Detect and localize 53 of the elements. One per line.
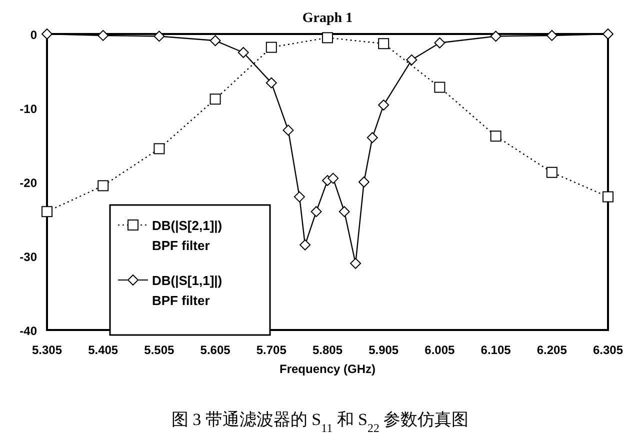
y-tick-label: -20 — [20, 176, 38, 190]
point — [282, 124, 294, 136]
point — [490, 30, 502, 42]
point — [434, 37, 446, 48]
point — [358, 176, 370, 188]
point — [266, 77, 277, 88]
x-axis-title: Frequency (GHz) — [279, 362, 376, 376]
legend-label: DB(|S[1,1]|) BPF filter — [152, 273, 222, 308]
x-tick-label: 5.805 — [312, 343, 343, 357]
point — [300, 239, 311, 250]
point — [406, 54, 418, 66]
point — [266, 42, 277, 53]
chart-title: Graph 1 — [302, 11, 353, 26]
point — [434, 82, 446, 93]
point — [154, 30, 165, 42]
y-tick-label: 0 — [30, 28, 38, 42]
point — [602, 28, 614, 40]
point — [350, 258, 362, 269]
x-tick-label: 5.405 — [88, 343, 118, 357]
x-tick-label: 5.305 — [32, 343, 62, 357]
point — [338, 206, 350, 218]
point — [378, 100, 390, 111]
point — [238, 47, 249, 58]
point — [546, 30, 558, 41]
point — [490, 130, 502, 142]
point — [310, 206, 322, 218]
x-tick-label: 6.205 — [536, 343, 568, 357]
point — [546, 166, 558, 178]
point — [42, 28, 52, 40]
y-tick-label: -10 — [20, 102, 38, 116]
point — [366, 132, 378, 144]
point — [602, 191, 614, 202]
x-tick-label: 6.005 — [424, 343, 456, 357]
legend-label: DB(|S[2,1]|) BPF filter — [152, 218, 222, 253]
point — [322, 32, 333, 44]
point — [42, 206, 52, 218]
y-tick-label: -30 — [20, 250, 38, 264]
x-tick-label: 5.905 — [368, 343, 399, 357]
y-tick-label: -40 — [20, 324, 38, 338]
point — [154, 143, 165, 154]
x-tick-label: 6.305 — [592, 343, 624, 357]
point — [98, 180, 109, 192]
point — [98, 30, 109, 41]
point — [378, 38, 390, 50]
caption: 图 3 带通滤波器的 S$_{11}$ 和 S$_{22}$ 参数仿真图 — [171, 410, 469, 435]
point — [294, 191, 305, 202]
x-tick-label: 5.705 — [256, 343, 287, 357]
x-tick-label: 5.505 — [144, 343, 175, 357]
point — [210, 35, 221, 46]
x-tick-label: 6.105 — [480, 343, 512, 357]
point — [328, 172, 339, 184]
point — [210, 94, 221, 105]
x-tick-label: 5.605 — [200, 343, 231, 357]
